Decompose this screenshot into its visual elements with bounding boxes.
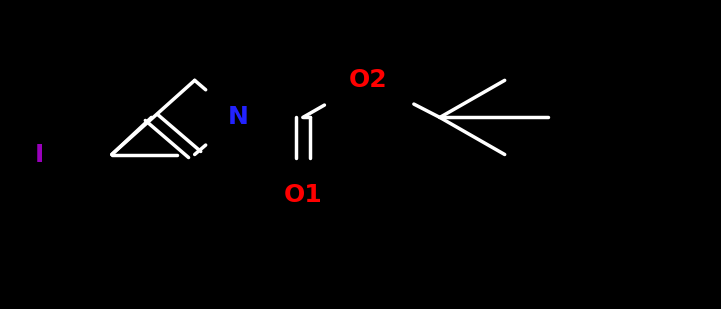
Text: O1: O1 [283, 183, 322, 207]
Text: N: N [228, 105, 248, 129]
Text: O2: O2 [348, 68, 387, 92]
Text: I: I [35, 142, 44, 167]
